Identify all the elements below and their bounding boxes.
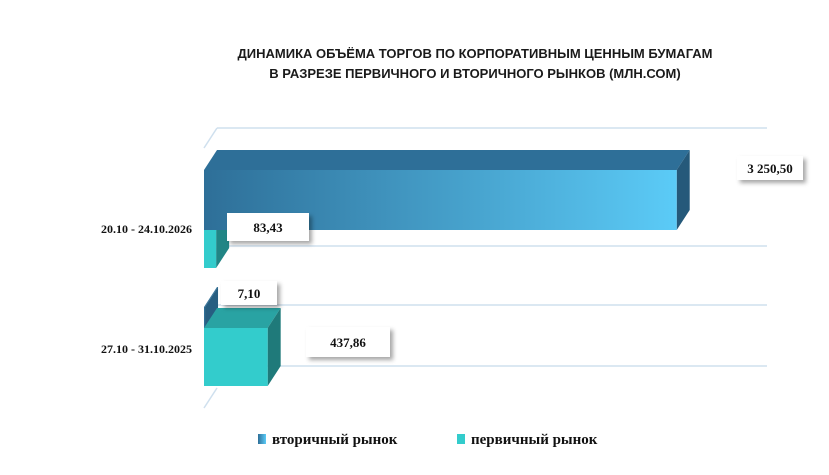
data-label-secondary-cat2: 7,10 bbox=[221, 281, 277, 305]
data-label-secondary-cat1-box bbox=[737, 156, 803, 180]
data-label-secondary-cat1-text: 3 250,50 bbox=[747, 161, 793, 176]
data-label-primary-cat1-text: 83,43 bbox=[253, 220, 283, 235]
bar-primary-cat2-front bbox=[204, 328, 268, 386]
category-label-1: 20.10 - 24.10.2026 bbox=[101, 222, 192, 236]
gridlines bbox=[203, 127, 767, 409]
legend-item-secondary[interactable]: вторичный рынок bbox=[258, 432, 398, 448]
data-label-secondary-cat2-box bbox=[221, 281, 277, 305]
chart-title-line-1: ДИНАМИКА ОБЪЁМА ТОРГОВ ПО КОРПОРАТИВНЫМ … bbox=[238, 46, 713, 61]
legend: вторичный рынок первичный рынок bbox=[258, 432, 598, 448]
data-labels: 3 250,50 83,43 7,10 437,86 bbox=[221, 156, 803, 357]
data-label-primary-cat1-box bbox=[227, 213, 309, 241]
chart-title-line-2: В РАЗРЕЗЕ ПЕРВИЧНОГО И ВТОРИЧНОГО РЫНКОВ… bbox=[269, 66, 680, 81]
legend-label-primary: первичный рынок bbox=[471, 432, 598, 448]
gridline-depth bbox=[203, 127, 218, 149]
data-label-secondary-cat1: 3 250,50 bbox=[737, 156, 803, 180]
bar-primary-cat2 bbox=[204, 308, 281, 386]
bar-secondary-cat1-top bbox=[204, 150, 690, 170]
data-label-primary-cat1: 83,43 bbox=[227, 213, 309, 241]
bar-secondary-cat1-side bbox=[676, 150, 690, 230]
data-label-primary-cat2: 437,86 bbox=[306, 327, 390, 357]
data-label-primary-cat2-text: 437,86 bbox=[330, 335, 366, 350]
legend-item-primary[interactable]: первичный рынок bbox=[457, 432, 598, 448]
gridline-depth bbox=[203, 387, 218, 409]
bar-primary-cat2-top bbox=[204, 308, 281, 328]
bars bbox=[204, 150, 690, 386]
bar-secondary-cat2-front bbox=[204, 307, 206, 344]
data-label-secondary-cat2-text: 7,10 bbox=[238, 286, 261, 301]
legend-label-secondary: вторичный рынок bbox=[272, 432, 398, 448]
bar-secondary-cat2-top bbox=[204, 287, 219, 307]
data-label-primary-cat2-box bbox=[306, 327, 390, 357]
bar-primary-cat2-side bbox=[267, 308, 281, 386]
category-label-2: 27.10 - 31.10.2025 bbox=[101, 342, 192, 356]
bar-primary-cat1-front bbox=[204, 230, 217, 268]
legend-swatch-secondary bbox=[258, 434, 266, 444]
legend-swatch-primary bbox=[457, 434, 465, 444]
